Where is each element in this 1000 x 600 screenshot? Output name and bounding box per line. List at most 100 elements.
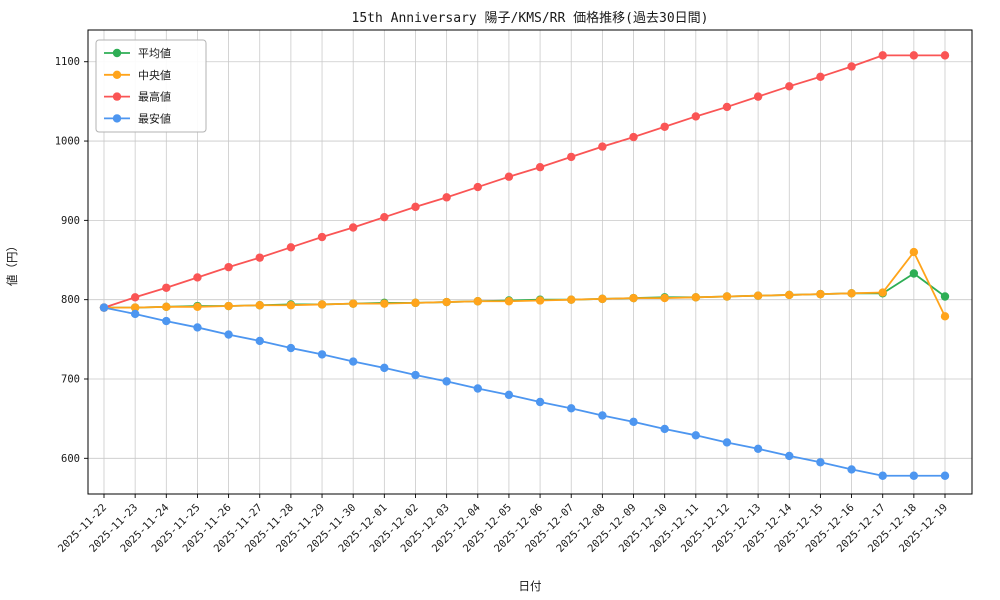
plot-border	[87, 29, 973, 495]
series-line-median	[104, 251, 946, 317]
series-point-max	[162, 283, 171, 292]
series-point-median	[348, 299, 358, 308]
series-point-median	[753, 291, 763, 300]
legend-item-min: 最安値	[104, 111, 171, 125]
series-point-max	[473, 182, 482, 192]
series-point-max	[753, 92, 763, 101]
series-point-median	[816, 289, 825, 299]
series-point-median	[380, 299, 389, 308]
series-point-max	[940, 51, 950, 60]
series-point-min	[193, 323, 202, 332]
x-axis-label: 日付	[519, 579, 542, 593]
series-point-max	[255, 253, 264, 262]
series-point-max	[130, 293, 140, 302]
series-point-median	[660, 293, 669, 303]
series-point-mean	[909, 269, 919, 278]
y-axis-label: 値（円）	[5, 240, 19, 286]
series-point-min	[473, 384, 482, 393]
series-point-min	[753, 444, 763, 453]
series-line-min	[103, 306, 945, 477]
y-tick-label: 700	[61, 373, 80, 385]
y-tick-label: 800	[61, 294, 80, 306]
series-point-max	[785, 82, 794, 91]
series-point-min	[722, 438, 732, 447]
legend-item-median: 中央値	[104, 69, 171, 82]
legend-label-min: 最安値	[138, 111, 171, 125]
series-line-max	[103, 54, 945, 309]
legend-item-mean: 平均値	[104, 47, 171, 60]
series-point-median	[940, 312, 950, 321]
series-point-median	[411, 298, 420, 308]
series-point-min	[567, 404, 576, 413]
series-point-max	[598, 142, 607, 151]
series-point-median	[878, 288, 887, 297]
series-point-median	[691, 293, 701, 302]
legend-label-median: 中央値	[138, 69, 171, 82]
series-point-median	[193, 302, 202, 312]
series-point-max	[816, 72, 825, 81]
series-point-min	[940, 471, 950, 480]
series-point-median	[504, 297, 514, 306]
series-point-median	[598, 294, 607, 304]
series-point-max	[878, 51, 887, 60]
series-point-min	[442, 377, 451, 386]
y-tick-label: 1000	[55, 136, 80, 148]
series-point-min	[380, 363, 389, 373]
series-point-max	[660, 122, 669, 131]
series-point-min	[847, 465, 856, 474]
series-point-max	[224, 262, 233, 272]
series-point-min	[909, 471, 919, 480]
series-point-max	[535, 163, 545, 172]
series-point-max	[411, 202, 420, 212]
series-point-min	[348, 357, 358, 366]
y-tick-label: 600	[61, 453, 80, 465]
series-point-median	[473, 297, 482, 306]
series-point-median	[785, 290, 794, 300]
series-point-max	[504, 172, 514, 181]
plot-background	[88, 30, 972, 494]
series-point-min	[411, 370, 420, 380]
legend-label-max: 最高値	[138, 90, 171, 104]
series-point-min	[598, 411, 607, 420]
series-point-median	[629, 293, 638, 303]
series-point-median	[162, 302, 171, 312]
series-point-median	[567, 295, 576, 304]
series-point-max	[317, 232, 327, 242]
series-point-max	[348, 223, 358, 232]
series-point-min	[691, 431, 701, 440]
series-point-min	[660, 424, 669, 434]
series-point-median	[535, 296, 545, 305]
series-point-min	[255, 336, 264, 346]
series-point-median	[286, 301, 296, 310]
series-point-min	[99, 303, 109, 312]
series-point-max	[286, 243, 296, 252]
series-point-min	[130, 309, 140, 319]
series-point-median	[130, 303, 140, 312]
series-point-median	[722, 292, 732, 301]
series-point-mean	[940, 292, 950, 301]
series-point-median	[909, 247, 919, 257]
series-point-min	[785, 451, 794, 461]
series-point-min	[162, 316, 171, 326]
series-point-max	[193, 273, 202, 282]
series-point-max	[691, 112, 701, 121]
series-point-min	[317, 350, 327, 359]
series-point-min	[535, 397, 545, 407]
series-point-max	[380, 212, 389, 222]
series-point-max	[847, 62, 856, 71]
series-point-min	[224, 330, 233, 339]
legend-label-mean: 平均値	[138, 47, 171, 60]
series-point-max	[909, 51, 919, 60]
series-point-min	[878, 471, 887, 480]
legend-box	[95, 39, 207, 133]
chart-title: 15th Anniversary 陽子/KMS/RR 価格推移(過去30日間)	[352, 10, 709, 26]
series-point-median	[442, 297, 451, 307]
series-point-max	[722, 102, 732, 112]
y-tick-label: 1100	[55, 56, 80, 68]
series-point-min	[286, 343, 296, 353]
legend-marker-mean	[112, 48, 122, 58]
y-tick-label: 900	[61, 215, 80, 227]
